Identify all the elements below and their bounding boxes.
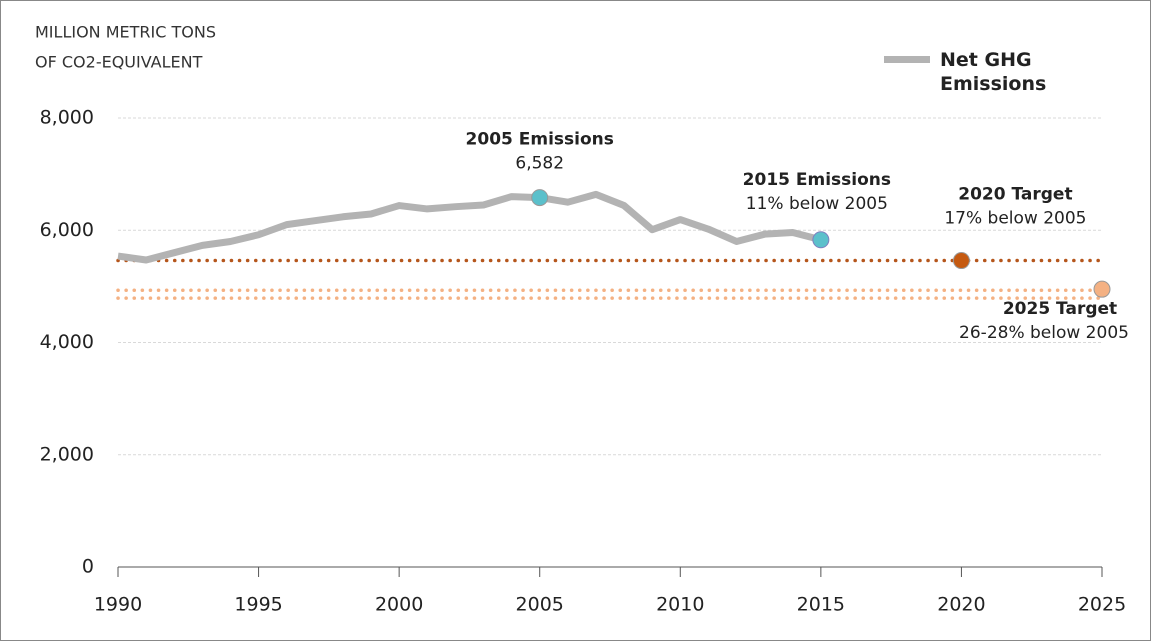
legend-label: Net GHG Emissions bbox=[940, 49, 1047, 95]
x-tick-label: 2015 bbox=[797, 594, 845, 616]
annotation-text: 11% below 2005 bbox=[746, 194, 888, 214]
x-tick-label: 1990 bbox=[94, 594, 142, 616]
annotation-title: 2025 Target bbox=[1003, 299, 1117, 319]
annotation-marker bbox=[531, 189, 549, 207]
x-tick-label: 2005 bbox=[516, 594, 564, 616]
y-axis-label: MILLION METRIC TONS bbox=[35, 23, 216, 42]
y-tick-label: 6,000 bbox=[40, 219, 94, 241]
y-axis-label: OF CO2-EQUIVALENT bbox=[35, 53, 203, 72]
annotation-marker bbox=[952, 252, 970, 270]
y-tick-label: 2,000 bbox=[40, 443, 94, 465]
annotation-text: 6,582 bbox=[515, 154, 564, 174]
y-tick-label: 0 bbox=[82, 556, 94, 578]
x-tick-label: 2020 bbox=[937, 594, 985, 616]
y-tick-label: 4,000 bbox=[40, 331, 94, 353]
x-tick-label: 2010 bbox=[656, 594, 704, 616]
y-tick-label: 8,000 bbox=[40, 107, 94, 129]
annotation-title: 2020 Target bbox=[958, 185, 1072, 205]
legend-swatch bbox=[884, 56, 930, 63]
annotation-marker bbox=[1093, 280, 1111, 298]
x-tick-label: 1995 bbox=[234, 594, 282, 616]
legend: Net GHG Emissions bbox=[884, 48, 1050, 96]
annotation-title: 2015 Emissions bbox=[743, 170, 891, 190]
annotation-text: 26-28% below 2005 bbox=[959, 323, 1129, 343]
x-tick-label: 2000 bbox=[375, 594, 423, 616]
annotation-title: 2005 Emissions bbox=[466, 130, 614, 150]
series-line bbox=[117, 190, 822, 264]
annotation-text: 17% below 2005 bbox=[944, 209, 1086, 229]
x-tick-label: 2025 bbox=[1078, 594, 1126, 616]
annotation-marker bbox=[812, 231, 830, 249]
